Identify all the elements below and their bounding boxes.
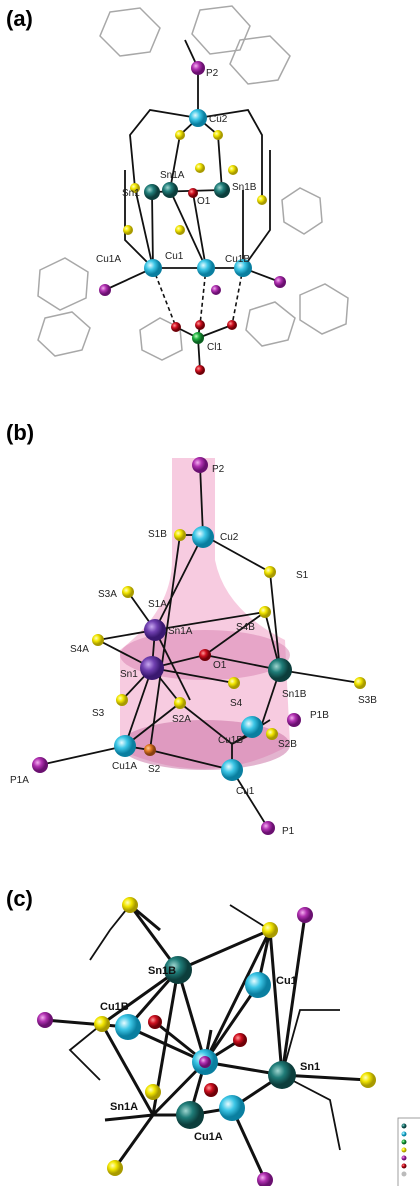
atom-label: Sn1A — [110, 1101, 138, 1113]
atom-label: S1A — [148, 599, 167, 610]
atom-label: Sn1B — [232, 182, 257, 193]
atom-label: Cu1B — [218, 735, 243, 746]
atom-label: Cu1B — [225, 254, 250, 265]
bonds — [105, 40, 280, 370]
atom-label: Cu1A — [112, 761, 137, 772]
page: (a) P2 Cu2 Sn1A Sn1B Sn1 — [0, 0, 420, 1186]
atom-label: S3B — [358, 695, 377, 706]
atom-label: S2A — [172, 714, 191, 725]
panel-c: (c) Sn1B Cu1 Cu1B Sn1 Sn1A Cu1A — [6, 886, 420, 1186]
atom-label: S1B — [148, 529, 167, 540]
atom-label: S3A — [98, 589, 117, 600]
atoms — [99, 61, 286, 375]
atom-label: S3 — [92, 708, 105, 719]
atom-label: S2 — [148, 764, 161, 775]
atom-label: Sn1A — [160, 170, 185, 181]
atom-label: S2B — [278, 739, 297, 750]
panel-a: (a) P2 Cu2 Sn1A Sn1B Sn1 — [6, 6, 348, 375]
legend-box — [398, 1118, 420, 1186]
atom-label: Cu1A — [96, 254, 121, 265]
atom-label: Cu2 — [220, 532, 239, 543]
atom-label: Cu1 — [165, 251, 184, 262]
atom-label: Cu1B — [100, 1001, 129, 1013]
atom-label: Cu2 — [209, 114, 228, 125]
atom-label: Sn1 — [120, 669, 138, 680]
panel-label: (c) — [6, 886, 33, 911]
atom-label: Sn1A — [168, 626, 193, 637]
atom-label: P2 — [206, 68, 219, 79]
atom-label: Cu1A — [194, 1131, 223, 1143]
atom-label: Sn1 — [122, 188, 140, 199]
atom-label: Cl1 — [207, 342, 222, 353]
atom-labels: P2 Cu2 Sn1A Sn1B Sn1 O1 Cu1A Cu1 Cu1B Cl… — [96, 68, 257, 353]
atom-label: P1A — [10, 775, 29, 786]
atom-label: Cu1 — [236, 786, 255, 797]
figure: (a) P2 Cu2 Sn1A Sn1B Sn1 — [0, 0, 420, 1186]
atom-label: S4 — [230, 698, 243, 709]
panel-b: (b) P2 S1B Cu2 S1 S3A — [6, 420, 377, 837]
atom-label: S1 — [296, 570, 309, 581]
panel-label: (b) — [6, 420, 34, 445]
atom-label: P1B — [310, 710, 329, 721]
atom-label: S4B — [236, 622, 255, 633]
atom-label: Sn1B — [148, 965, 176, 977]
atom-label: Sn1B — [282, 689, 307, 700]
atom-label: Sn1 — [300, 1061, 320, 1073]
atom-label: S4A — [70, 644, 89, 655]
atom-label: P1 — [282, 826, 295, 837]
atom-label: P2 — [212, 464, 225, 475]
atom-label: Cu1 — [276, 975, 297, 987]
panel-label: (a) — [6, 6, 33, 31]
atom-label: O1 — [197, 196, 211, 207]
atom-label: O1 — [213, 660, 227, 671]
